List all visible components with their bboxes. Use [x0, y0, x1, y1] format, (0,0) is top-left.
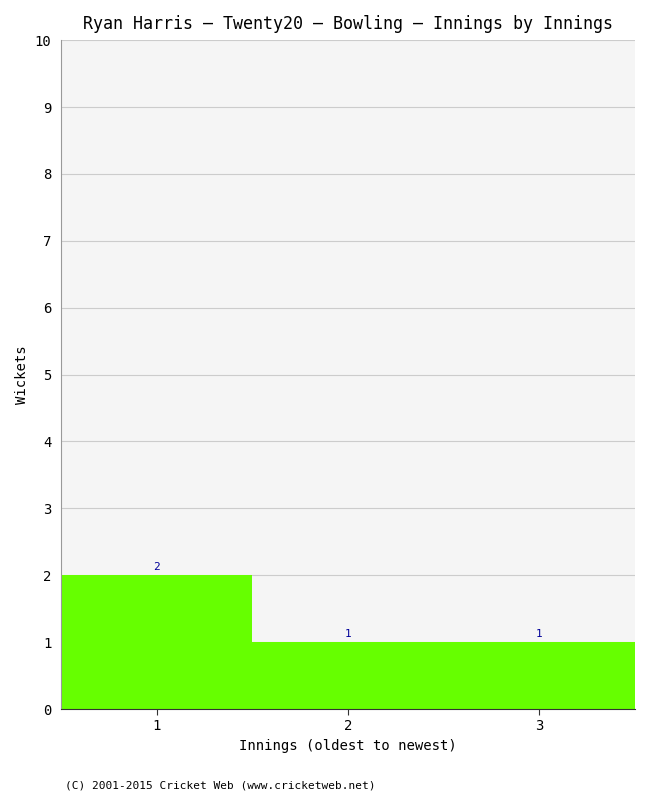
- Text: (C) 2001-2015 Cricket Web (www.cricketweb.net): (C) 2001-2015 Cricket Web (www.cricketwe…: [65, 780, 376, 790]
- Text: 2: 2: [153, 562, 160, 572]
- Y-axis label: Wickets: Wickets: [15, 346, 29, 404]
- Bar: [61, 575, 252, 709]
- Bar: [252, 642, 444, 709]
- Text: 1: 1: [536, 629, 543, 638]
- X-axis label: Innings (oldest to newest): Innings (oldest to newest): [239, 739, 457, 753]
- Title: Ryan Harris – Twenty20 – Bowling – Innings by Innings: Ryan Harris – Twenty20 – Bowling – Innin…: [83, 15, 613, 33]
- Bar: [444, 642, 635, 709]
- Text: 1: 1: [344, 629, 352, 638]
